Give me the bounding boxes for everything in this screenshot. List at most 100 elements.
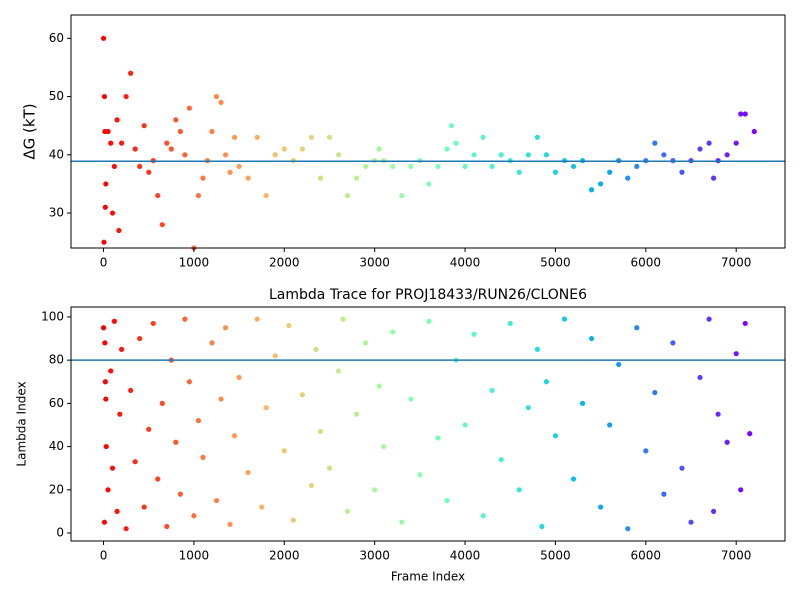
x-tick-label: 3000 bbox=[359, 256, 390, 270]
point bbox=[661, 152, 667, 158]
point bbox=[177, 128, 183, 135]
point bbox=[516, 169, 522, 175]
point bbox=[543, 152, 549, 158]
point bbox=[625, 526, 631, 532]
chart-title: Lambda Trace for PROJ18433/RUN26/CLONE6 bbox=[269, 287, 587, 303]
point bbox=[363, 163, 369, 170]
x-tick-label: 3000 bbox=[359, 549, 390, 563]
point bbox=[263, 192, 269, 199]
x-tick-label: 7000 bbox=[721, 256, 752, 270]
y-tick-label: 0 bbox=[56, 526, 64, 540]
point bbox=[117, 411, 123, 417]
point bbox=[390, 329, 396, 335]
point bbox=[326, 134, 333, 140]
point bbox=[733, 351, 739, 357]
point bbox=[670, 340, 676, 346]
point bbox=[588, 187, 595, 193]
point bbox=[724, 152, 730, 158]
point bbox=[103, 181, 109, 187]
point bbox=[102, 379, 108, 385]
point bbox=[128, 387, 134, 394]
point bbox=[308, 134, 315, 140]
point bbox=[231, 134, 238, 140]
y-axis-label: Lambda Index bbox=[15, 381, 29, 466]
point bbox=[742, 111, 748, 117]
point bbox=[552, 433, 559, 439]
point bbox=[399, 192, 405, 199]
x-tick-label: 4000 bbox=[450, 549, 481, 563]
point bbox=[317, 428, 324, 435]
point bbox=[114, 508, 120, 514]
point bbox=[570, 163, 577, 170]
point bbox=[141, 123, 147, 129]
point bbox=[372, 487, 378, 493]
point bbox=[534, 346, 540, 352]
point bbox=[164, 523, 170, 530]
point bbox=[146, 426, 152, 432]
point bbox=[109, 465, 116, 471]
point bbox=[218, 99, 224, 105]
point bbox=[435, 435, 441, 441]
y-tick-label: 40 bbox=[49, 147, 64, 161]
point bbox=[155, 192, 161, 199]
point bbox=[697, 146, 703, 152]
y-tick-label: 100 bbox=[41, 309, 64, 323]
point bbox=[132, 459, 138, 465]
point bbox=[525, 405, 531, 411]
point bbox=[448, 123, 455, 129]
point bbox=[498, 152, 504, 158]
axes-frame bbox=[70, 14, 786, 249]
y-axis-label: ΔG (kT) bbox=[21, 103, 39, 159]
point bbox=[137, 335, 143, 342]
point bbox=[159, 400, 165, 406]
point bbox=[105, 487, 111, 493]
point bbox=[435, 163, 441, 170]
point bbox=[381, 443, 387, 450]
point bbox=[313, 346, 319, 352]
point bbox=[182, 152, 188, 158]
x-tick-label: 5000 bbox=[540, 256, 571, 270]
point bbox=[128, 70, 134, 76]
point bbox=[471, 331, 477, 337]
point bbox=[236, 374, 242, 381]
point bbox=[272, 152, 278, 158]
y-tick-label: 40 bbox=[49, 439, 64, 453]
point bbox=[489, 163, 495, 170]
point bbox=[173, 439, 179, 445]
point bbox=[109, 210, 116, 216]
x-tick-label: 2000 bbox=[269, 256, 300, 270]
point bbox=[191, 513, 197, 519]
point bbox=[227, 169, 233, 175]
point bbox=[507, 320, 513, 327]
point bbox=[399, 519, 405, 525]
point bbox=[742, 320, 748, 327]
point bbox=[317, 175, 324, 181]
point bbox=[354, 411, 360, 417]
point bbox=[195, 418, 202, 424]
point bbox=[408, 396, 414, 402]
point bbox=[119, 140, 125, 146]
point bbox=[102, 204, 108, 210]
point bbox=[281, 146, 287, 152]
point bbox=[408, 163, 414, 170]
x-tick-label: 7000 bbox=[721, 549, 752, 563]
point bbox=[146, 169, 152, 175]
point bbox=[335, 368, 342, 374]
point bbox=[116, 227, 122, 234]
point bbox=[711, 175, 717, 181]
point bbox=[462, 422, 468, 428]
point bbox=[697, 374, 703, 381]
point bbox=[108, 368, 114, 374]
point bbox=[200, 175, 206, 181]
point bbox=[286, 322, 292, 329]
point bbox=[263, 405, 269, 411]
point bbox=[679, 169, 685, 175]
x-tick-label: 5000 bbox=[540, 549, 571, 563]
point bbox=[222, 325, 229, 331]
point bbox=[111, 163, 117, 170]
point bbox=[354, 175, 360, 181]
y-tick-label: 30 bbox=[49, 206, 64, 220]
point bbox=[101, 519, 108, 525]
point bbox=[182, 316, 188, 322]
point bbox=[598, 504, 604, 510]
